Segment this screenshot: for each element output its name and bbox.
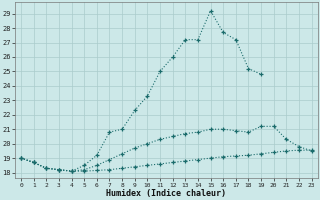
X-axis label: Humidex (Indice chaleur): Humidex (Indice chaleur): [106, 189, 226, 198]
